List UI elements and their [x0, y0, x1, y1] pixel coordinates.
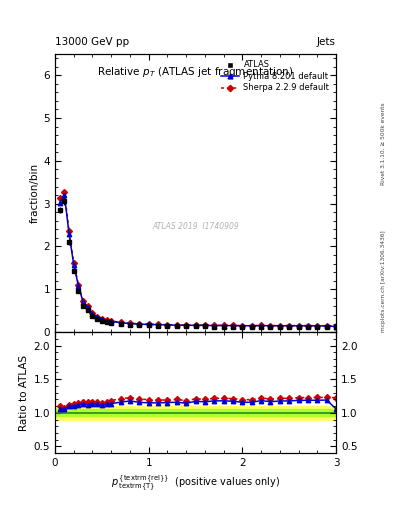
Y-axis label: Ratio to ATLAS: Ratio to ATLAS: [19, 354, 29, 431]
Text: Relative $p_{T}$ (ATLAS jet fragmentation): Relative $p_{T}$ (ATLAS jet fragmentatio…: [97, 65, 294, 79]
Bar: [55, 406, 336, 419]
Y-axis label: fraction/bin: fraction/bin: [29, 163, 39, 223]
Bar: [55, 410, 336, 416]
Text: Rivet 3.1.10, ≥ 500k events: Rivet 3.1.10, ≥ 500k events: [381, 102, 386, 185]
Text: 13000 GeV pp: 13000 GeV pp: [55, 37, 129, 47]
X-axis label: $p_{\,\mathsf{textrm\{T\}}}^{\,\mathsf{\{textrm\{rel\}\}}}$  (positive values on: $p_{\,\mathsf{textrm\{T\}}}^{\,\mathsf{\…: [111, 474, 280, 494]
Legend: ATLAS, Pythia 8.201 default, Sherpa 2.2.9 default: ATLAS, Pythia 8.201 default, Sherpa 2.2.…: [219, 58, 332, 95]
Text: Jets: Jets: [317, 37, 336, 47]
Text: mcplots.cern.ch [arXiv:1306.3436]: mcplots.cern.ch [arXiv:1306.3436]: [381, 231, 386, 332]
Text: ATLAS 2019  I1740909: ATLAS 2019 I1740909: [152, 222, 239, 231]
